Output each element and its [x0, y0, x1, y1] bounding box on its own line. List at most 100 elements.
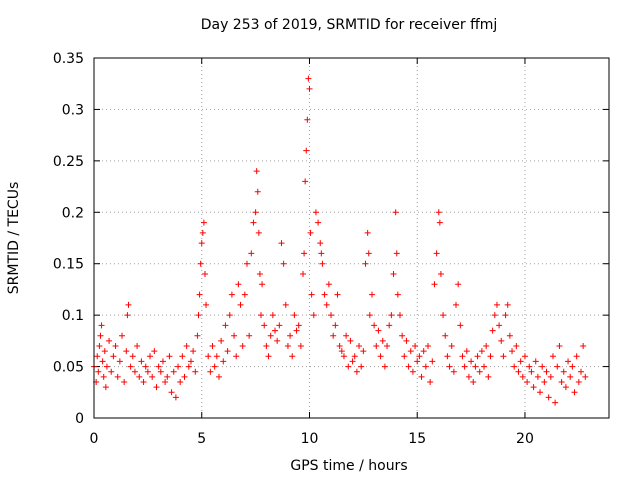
data-point [246, 332, 253, 339]
data-point [220, 358, 227, 365]
data-point [513, 343, 520, 349]
data-point [282, 301, 289, 308]
data-point [213, 353, 220, 360]
data-point [149, 373, 156, 380]
data-point [307, 229, 314, 236]
data-point [401, 353, 408, 360]
data-point [175, 363, 182, 370]
data-point [465, 373, 472, 380]
data-point [345, 363, 352, 370]
data-point [142, 363, 149, 370]
data-point [569, 363, 576, 370]
data-point [517, 358, 524, 365]
data-point [269, 312, 276, 319]
data-point [336, 343, 343, 349]
y-tick-labels: 0 0.05 0.1 0.15 0.2 0.25 0.3 0.35 [53, 51, 84, 427]
data-point [420, 348, 427, 355]
data-point [388, 312, 395, 319]
data-point [315, 219, 322, 226]
data-point [582, 373, 589, 380]
data-point [125, 301, 132, 308]
data-point [358, 363, 365, 370]
data-point [509, 348, 516, 355]
data-point [112, 343, 119, 349]
data-point [302, 178, 309, 185]
axis-ticks [93, 57, 609, 419]
data-point [116, 358, 123, 365]
data-point [424, 343, 431, 349]
data-point [577, 368, 584, 375]
data-point [159, 358, 166, 365]
data-point [364, 229, 371, 236]
data-point [325, 281, 332, 288]
data-point [102, 384, 109, 391]
data-point [433, 250, 440, 257]
data-point [318, 250, 325, 257]
data-point [256, 271, 263, 277]
data-point [502, 312, 509, 319]
data-point [386, 322, 393, 329]
data-point [448, 343, 455, 349]
data-point [403, 337, 410, 344]
data-point [541, 379, 548, 385]
data-point [328, 312, 335, 319]
data-point [498, 337, 505, 344]
data-point [241, 291, 248, 298]
data-point [207, 368, 214, 375]
data-point [472, 363, 479, 370]
data-point [280, 260, 287, 267]
data-point [373, 343, 380, 349]
data-point [463, 348, 470, 355]
data-point [418, 373, 425, 380]
data-point [239, 343, 246, 349]
data-point [177, 379, 184, 385]
data-point [106, 337, 113, 344]
data-point [254, 188, 261, 195]
data-point [231, 332, 238, 339]
data-point [468, 358, 475, 365]
data-point [461, 363, 468, 370]
data-point [442, 332, 449, 339]
data-point [554, 363, 561, 370]
data-point [375, 327, 382, 334]
data-point [470, 379, 477, 385]
data-point [455, 281, 462, 288]
data-point [103, 363, 110, 370]
data-point [343, 332, 350, 339]
data-point [94, 353, 101, 360]
data-point [365, 250, 372, 257]
data-point [306, 85, 313, 92]
data-point [446, 363, 453, 370]
data-point [101, 348, 108, 355]
data-point [543, 368, 550, 375]
data-point [304, 116, 311, 123]
data-point [437, 271, 444, 277]
data-point [381, 363, 388, 370]
data-point [338, 348, 345, 355]
data-point [99, 358, 106, 365]
data-point [197, 260, 204, 267]
data-point [562, 384, 569, 391]
data-point [491, 312, 498, 319]
data-point [162, 379, 169, 385]
data-point [157, 368, 164, 375]
data-point [151, 348, 158, 355]
data-point [253, 168, 260, 175]
data-point [323, 301, 330, 308]
data-point [547, 373, 554, 380]
data-point [360, 348, 367, 355]
data-point [228, 291, 235, 298]
data-point [414, 358, 421, 365]
data-point [168, 389, 175, 396]
x-tick-label: 15 [408, 431, 426, 447]
data-point [131, 368, 138, 375]
data-point [567, 373, 574, 380]
data-point [263, 343, 270, 349]
y-tick-label: 0.25 [53, 154, 84, 170]
data-point [552, 399, 559, 406]
data-point [100, 373, 107, 380]
data-point [179, 353, 186, 360]
data-point [257, 312, 264, 319]
data-point [416, 353, 423, 360]
